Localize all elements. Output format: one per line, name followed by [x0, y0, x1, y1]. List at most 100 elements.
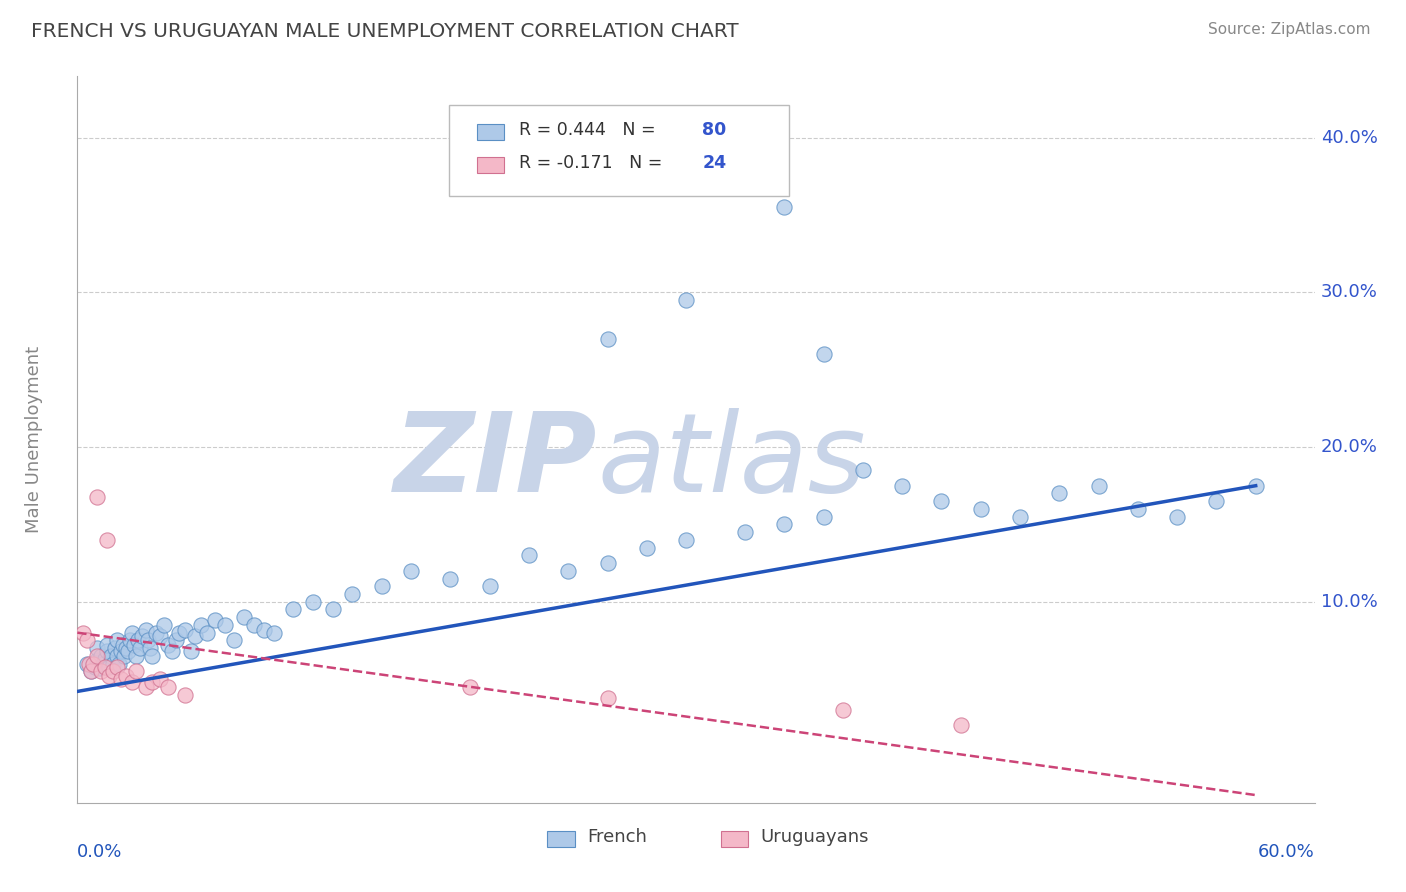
- Point: [86, 648, 108, 663]
- Point: [950, 718, 973, 732]
- Point: [233, 610, 256, 624]
- Point: [82, 657, 104, 671]
- Text: 20.0%: 20.0%: [1320, 438, 1378, 456]
- Point: [125, 665, 148, 679]
- Point: [115, 641, 138, 656]
- Point: [891, 479, 914, 493]
- Point: [1166, 509, 1188, 524]
- Point: [253, 623, 276, 637]
- Point: [105, 659, 128, 673]
- Point: [97, 659, 120, 673]
- Text: 30.0%: 30.0%: [1320, 284, 1378, 301]
- Point: [94, 652, 117, 666]
- Text: R = -0.171   N =: R = -0.171 N =: [519, 154, 668, 172]
- Point: [135, 680, 157, 694]
- Point: [1087, 479, 1109, 493]
- Text: Uruguayans: Uruguayans: [761, 828, 869, 846]
- Point: [214, 618, 236, 632]
- Text: ZIP: ZIP: [394, 408, 598, 515]
- Point: [596, 556, 619, 570]
- Point: [107, 657, 129, 671]
- Point: [773, 200, 796, 214]
- Point: [121, 675, 143, 690]
- Point: [139, 641, 162, 656]
- Point: [156, 680, 179, 694]
- Text: French: French: [588, 828, 647, 846]
- Point: [124, 638, 146, 652]
- Point: [636, 541, 658, 555]
- Point: [156, 638, 179, 652]
- Point: [110, 672, 132, 686]
- Point: [152, 618, 174, 632]
- Point: [110, 644, 132, 658]
- Point: [1126, 502, 1149, 516]
- Point: [596, 690, 619, 705]
- FancyBboxPatch shape: [721, 831, 748, 847]
- Point: [160, 644, 183, 658]
- Point: [1244, 479, 1267, 493]
- Point: [204, 613, 226, 627]
- Text: atlas: atlas: [598, 408, 866, 515]
- Point: [111, 638, 134, 652]
- Point: [243, 618, 266, 632]
- Point: [141, 648, 163, 663]
- Text: FRENCH VS URUGUAYAN MALE UNEMPLOYMENT CORRELATION CHART: FRENCH VS URUGUAYAN MALE UNEMPLOYMENT CO…: [31, 22, 738, 41]
- FancyBboxPatch shape: [449, 105, 789, 195]
- Text: 24: 24: [702, 154, 727, 172]
- Point: [458, 680, 481, 694]
- Point: [813, 347, 835, 361]
- Point: [101, 657, 124, 671]
- Point: [90, 648, 112, 663]
- Point: [439, 572, 461, 586]
- Text: 40.0%: 40.0%: [1320, 128, 1378, 146]
- Point: [283, 602, 305, 616]
- Point: [190, 618, 212, 632]
- Point: [90, 665, 112, 679]
- Point: [125, 648, 148, 663]
- Point: [180, 644, 202, 658]
- Point: [517, 549, 540, 563]
- Point: [174, 688, 197, 702]
- Point: [115, 669, 138, 683]
- Point: [100, 648, 122, 663]
- Point: [117, 644, 139, 658]
- Point: [1205, 494, 1227, 508]
- Text: 60.0%: 60.0%: [1258, 843, 1315, 861]
- Point: [105, 648, 128, 663]
- Text: 0.0%: 0.0%: [77, 843, 122, 861]
- Point: [165, 633, 187, 648]
- Point: [80, 665, 103, 679]
- Point: [224, 633, 246, 648]
- Point: [302, 595, 325, 609]
- Point: [87, 661, 110, 675]
- Point: [149, 672, 172, 686]
- Point: [72, 625, 94, 640]
- Point: [675, 533, 697, 547]
- Point: [371, 579, 394, 593]
- Point: [773, 517, 796, 532]
- Point: [1008, 509, 1031, 524]
- Point: [832, 703, 855, 717]
- Point: [91, 657, 114, 671]
- Point: [734, 525, 756, 540]
- Point: [174, 623, 197, 637]
- Text: Male Unemployment: Male Unemployment: [25, 346, 44, 533]
- Point: [970, 502, 993, 516]
- Point: [129, 641, 152, 656]
- Point: [478, 579, 501, 593]
- Point: [76, 657, 98, 671]
- Point: [342, 587, 364, 601]
- Point: [121, 625, 143, 640]
- Point: [169, 625, 191, 640]
- Point: [852, 463, 875, 477]
- Point: [96, 644, 118, 658]
- Point: [80, 665, 103, 679]
- Point: [120, 633, 142, 648]
- FancyBboxPatch shape: [477, 157, 505, 173]
- Point: [94, 659, 117, 673]
- Point: [399, 564, 422, 578]
- Text: Source: ZipAtlas.com: Source: ZipAtlas.com: [1208, 22, 1371, 37]
- Point: [96, 638, 118, 652]
- Point: [1047, 486, 1070, 500]
- Text: 80: 80: [702, 120, 727, 138]
